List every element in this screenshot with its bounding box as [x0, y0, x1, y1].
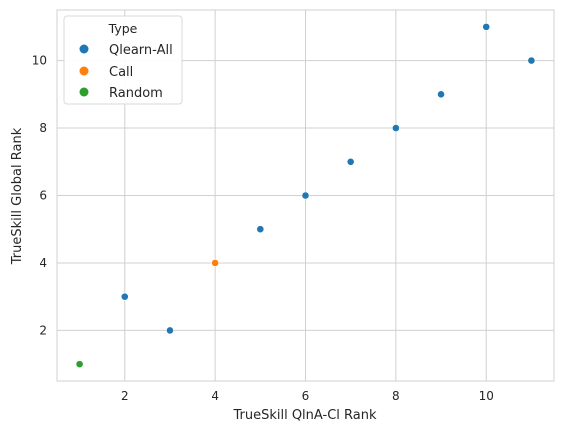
data-point-qlearn-all	[527, 56, 536, 65]
data-point-qlearn-all	[437, 90, 445, 99]
data-point-qlearn-all	[120, 292, 129, 301]
legend: Type Qlearn-All Call Random	[63, 15, 183, 105]
y-tick-label: 4	[39, 256, 47, 270]
x-tick-label: 2	[121, 389, 129, 403]
data-point-qlearn-all	[482, 22, 491, 31]
legend-marker-qlearn-all	[79, 44, 89, 54]
y-tick-label: 2	[39, 323, 47, 337]
data-point-qlearn-all	[391, 124, 400, 132]
legend-marker-call	[79, 66, 89, 76]
x-tick-label: 6	[302, 389, 310, 403]
y-axis-label: TrueSkill Global Rank	[10, 127, 25, 265]
x-tick-label: 8	[392, 389, 400, 403]
tick-labels: 2 4 6 8 10 2 4 6 8 10	[32, 54, 494, 403]
legend-label-qlearn-all: Qlearn-All	[109, 43, 173, 58]
x-tick-label: 10	[479, 389, 494, 403]
y-tick-label: 10	[32, 54, 47, 68]
legend-label-random: Random	[109, 86, 163, 101]
data-points	[75, 22, 536, 369]
y-tick-label: 6	[39, 189, 47, 203]
data-point-random	[75, 360, 84, 369]
data-point-qlearn-all	[256, 225, 265, 234]
data-point-qlearn-all	[166, 326, 174, 335]
legend-title: Type	[108, 21, 138, 36]
legend-marker-random	[79, 87, 89, 97]
x-axis-label: TrueSkill QlnA-Cl Rank	[232, 408, 377, 423]
y-tick-label: 8	[39, 121, 47, 135]
legend-label-call: Call	[109, 65, 133, 80]
legend-box	[63, 15, 183, 105]
data-point-call	[211, 259, 220, 267]
data-point-qlearn-all	[301, 191, 310, 200]
data-point-qlearn-all	[346, 157, 355, 166]
x-tick-label: 4	[211, 389, 219, 403]
